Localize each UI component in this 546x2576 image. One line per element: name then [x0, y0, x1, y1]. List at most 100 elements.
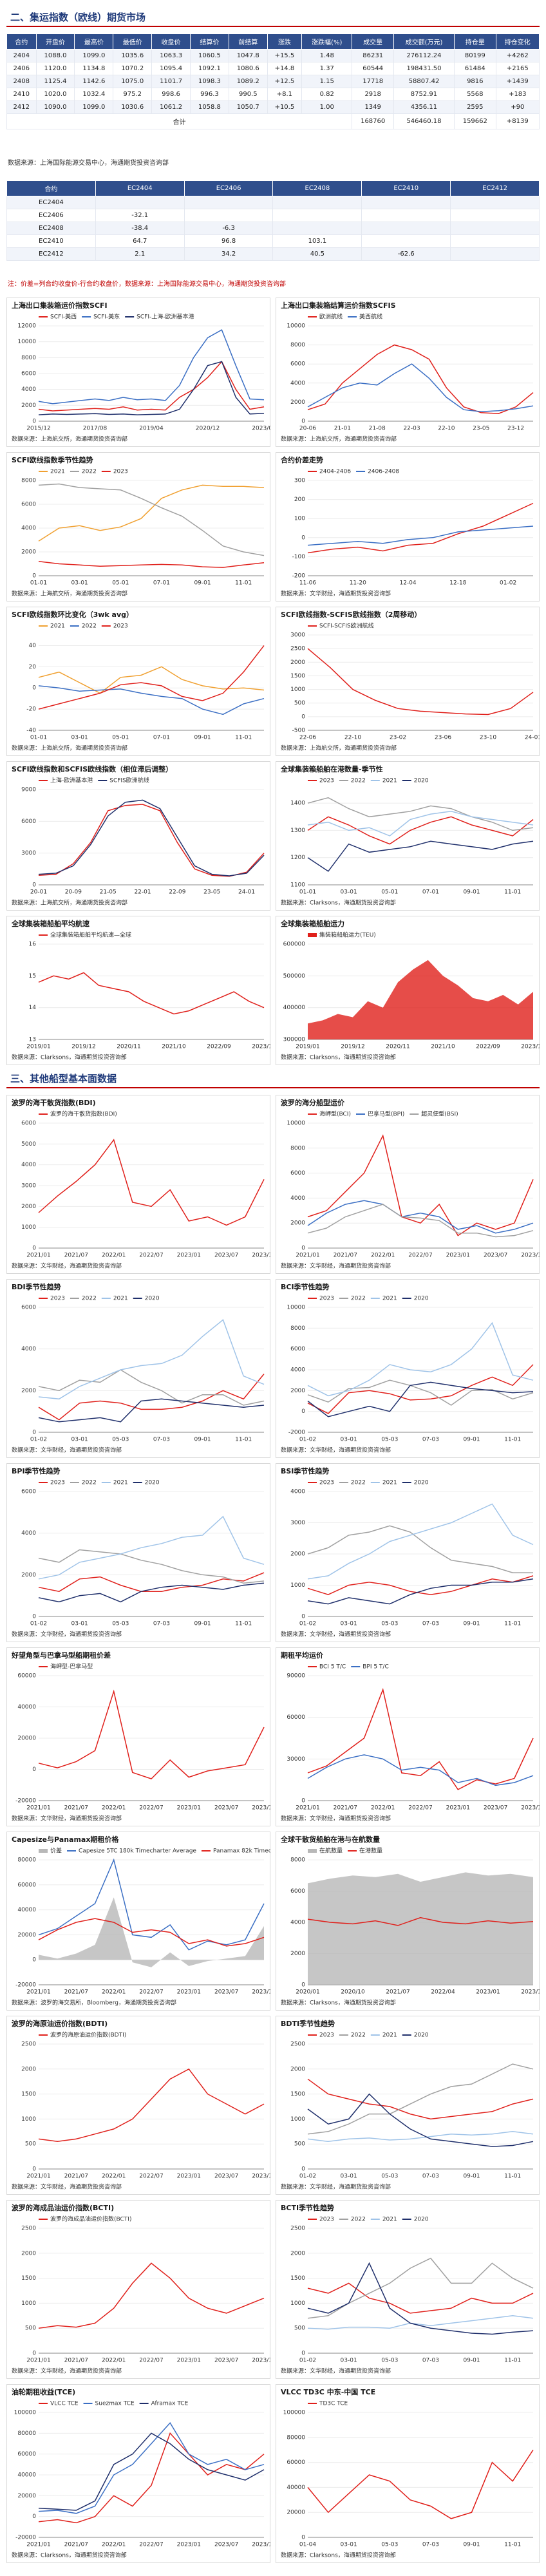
x-tick-label: 2022/07: [139, 1805, 163, 1812]
x-tick-label: 2021/07: [64, 2358, 88, 2364]
legend-label: TD3C TCE: [319, 2401, 348, 2407]
chart-frame: [276, 298, 540, 447]
table-cell: 1047.8: [228, 49, 268, 62]
table-cell: 1101.7: [151, 75, 191, 88]
x-tick-label: 2021/07: [386, 1989, 410, 1996]
y-tick-label: 10000: [17, 339, 36, 345]
y-tick-label: 1100: [290, 882, 305, 889]
table-header: EC2410: [361, 180, 451, 196]
y-tick-label: 80000: [17, 2430, 36, 2437]
line: [307, 2063, 534, 2135]
y-tick-label: -200: [292, 573, 306, 580]
x-tick-label: 01-04: [299, 2542, 316, 2548]
table-cell: +15.5: [267, 49, 303, 62]
chart-frame: [6, 1463, 270, 1642]
table-cell: [361, 234, 451, 248]
legend-label: 海岬型(BCI): [319, 1110, 351, 1118]
x-tick-label: 05-03: [381, 1621, 398, 1627]
y-tick-label: 15: [29, 973, 36, 980]
table-cell: 1099.0: [74, 100, 114, 114]
legend-label: 超灵便型(BSI): [421, 1110, 458, 1118]
x-tick-label: 07-03: [422, 2174, 439, 2180]
y-tick-label: 1000: [21, 2116, 36, 2123]
table-cell: 1070.2: [113, 62, 153, 75]
chart-frame: [6, 298, 270, 447]
table-cell: -62.6: [361, 247, 451, 261]
y-tick-label: 8000: [290, 1325, 305, 1332]
line: [38, 1515, 265, 1580]
x-tick-label: 2021/01: [26, 1805, 50, 1812]
x-tick-label: 2020/12: [196, 426, 220, 432]
chart: SCFI欧线指数-SCFIS欧线指数（2周移动） SCFI-SCFIS欧洲航线 -5…: [276, 607, 540, 756]
y-tick-label: 20000: [17, 1736, 36, 1742]
x-tick-label: 2023/01: [177, 2174, 201, 2180]
line: [307, 1200, 534, 1234]
table-header: 最低价: [113, 33, 153, 50]
table-cell: 8752.91: [393, 88, 455, 101]
x-tick-label: 05-01: [112, 735, 129, 741]
x-tick-label: 07-03: [422, 1621, 439, 1627]
x-tick-label: 2021/10: [431, 1044, 455, 1050]
chart-title: 全球集装箱船舶在港数量-季节性: [280, 764, 383, 773]
y-tick-label: 10000: [287, 1121, 305, 1127]
line: [307, 2262, 534, 2335]
legend-label: 2022: [351, 2217, 366, 2223]
x-tick-label: 2022/07: [408, 1805, 432, 1812]
line: [307, 2257, 534, 2319]
chart-frame: [276, 1463, 540, 1642]
x-tick-label: 05-01: [112, 580, 129, 587]
chart-source: 数据来源：文华财经，海通期货投资咨询部: [281, 2367, 391, 2375]
x-tick-label: 2023/10: [521, 1044, 540, 1050]
y-tick-label: 6000: [21, 819, 36, 825]
line: [38, 329, 265, 404]
chart-frame: [276, 1095, 540, 1274]
y-tick-label: 10000: [287, 323, 305, 330]
y-tick-label: 0: [301, 2351, 305, 2357]
x-tick-label: 09-01: [194, 1621, 211, 1627]
x-tick-label: 23-10: [480, 735, 496, 741]
chart-source: 数据来源：上海航交所，海通期货投资咨询部: [12, 899, 127, 907]
y-tick-label: 0: [32, 1430, 36, 1436]
chart-source: 数据来源：Clarksons，海通期货投资咨询部: [281, 1999, 396, 2007]
line: [307, 526, 534, 546]
x-tick-label: 2015/12: [26, 426, 50, 432]
line: [307, 840, 534, 872]
x-tick-label: 2020/01: [296, 1989, 319, 1996]
y-tick-label: 2000: [21, 1204, 36, 1210]
y-tick-label: 4000: [290, 1195, 305, 1202]
legend-label: 2022: [351, 1296, 366, 1302]
y-tick-label: 40: [29, 643, 37, 649]
table-cell: 1080.6: [228, 62, 268, 75]
chart: 上海出口集装箱运价指数SCFI SCFI-美西 SCFI-美东 SCFI-上海-欧洲基…: [6, 298, 270, 447]
legend-label: 在航数量: [319, 1847, 343, 1855]
line: [307, 648, 534, 715]
x-tick-label: 2023/11: [521, 1253, 540, 1259]
y-tick-label: 2000: [290, 1220, 305, 1227]
table-cell: +4262: [495, 49, 540, 62]
x-tick-label: 2022/04: [431, 1989, 455, 1996]
y-tick-label: -2000: [288, 1430, 305, 1436]
line: [38, 561, 265, 568]
x-tick-label: 11-01: [504, 1621, 521, 1627]
chart-frame: [276, 452, 540, 601]
line: [307, 2078, 534, 2120]
y-tick-label: 1000: [290, 687, 305, 693]
table-cell: 1.15: [301, 75, 353, 88]
x-tick-label: 2022/01: [102, 2358, 126, 2364]
line: [38, 361, 265, 412]
legend-label: 波罗的海成品油运价指数(BCTI): [50, 2215, 131, 2223]
chart-source: 数据来源：Clarksons，海通期货投资咨询部: [281, 1054, 396, 1061]
table-header: 成交额(万元): [393, 33, 455, 50]
table-header: 涨跌幅(%): [301, 33, 353, 50]
table-cell: 1035.6: [113, 49, 153, 62]
x-tick-label: 2023/07: [214, 1989, 238, 1996]
table-cell: 1063.3: [151, 49, 191, 62]
legend-label: 集装箱船舶运力(TEU): [319, 931, 376, 939]
table-cell: -32.1: [95, 209, 185, 222]
x-tick-label: 2022/09: [207, 1044, 231, 1050]
legend-label: 美西航线: [359, 313, 382, 321]
x-tick-label: 2023/01: [476, 1989, 500, 1996]
legend-label: 上海-欧洲基本港: [50, 777, 93, 784]
area: [308, 1872, 533, 1985]
table-cell: [95, 196, 185, 209]
